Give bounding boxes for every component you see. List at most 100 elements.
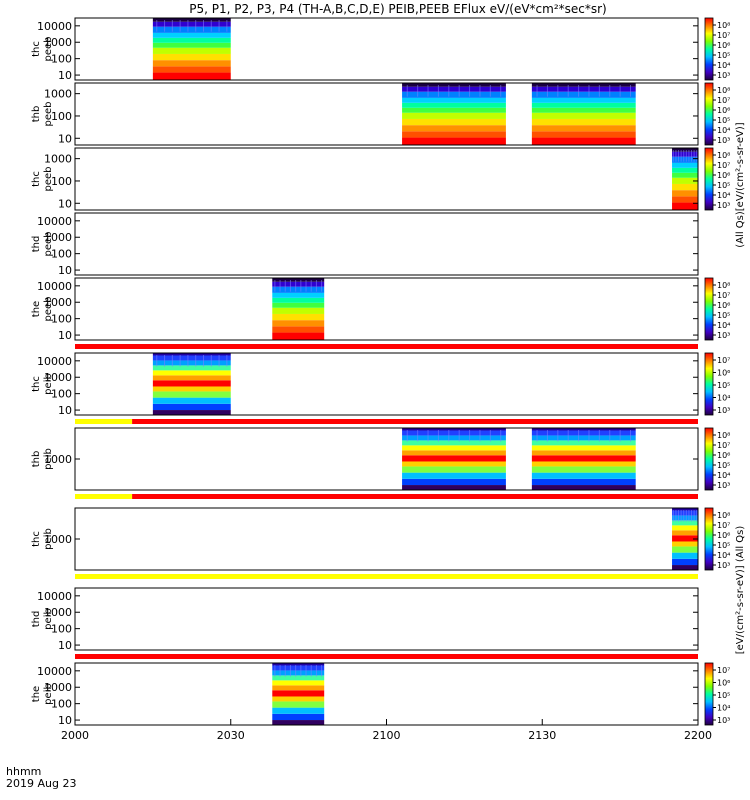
panel-frame: [74, 212, 699, 276]
spectrogram-band: [402, 466, 506, 473]
spectrogram-block: [152, 18, 231, 80]
spectrogram-band: [672, 172, 698, 178]
colorbar-tick-label: 10⁵: [717, 181, 730, 190]
colorbar-tick-label: 10⁴: [717, 704, 730, 713]
colorbar-tick-label: 10⁵: [717, 51, 730, 60]
spectrogram-band: [152, 397, 231, 404]
panel-frame: [74, 662, 699, 726]
y-tick-label: 1000: [44, 88, 72, 101]
colorbar: 10⁷ 10⁶ 10⁵ 10⁴ 10³: [704, 662, 730, 726]
spectrogram-band: [672, 510, 698, 516]
panel-probe-label: thc: [31, 531, 42, 547]
spectrogram-band: [672, 541, 698, 547]
spectrogram-band: [531, 107, 636, 113]
spectrogram-band: [672, 508, 698, 511]
colorbar-tick-label: 10⁶: [717, 679, 730, 688]
spectrogram-band: [272, 713, 325, 721]
spectrogram-band: [272, 326, 325, 333]
spectrogram-band: [272, 701, 325, 708]
panel-thd-peib: 10 100 1000 10000 thd peib: [31, 587, 699, 659]
spectrogram-band: [672, 156, 698, 163]
colorbar-gradient: [704, 277, 714, 341]
spectrogram-block: [152, 353, 231, 415]
colorbar-tick-label: 10⁶: [717, 301, 730, 310]
spectrogram-band: [672, 546, 698, 553]
y-tick-label: 100: [51, 388, 72, 401]
spectrogram-band: [272, 696, 325, 702]
spectrogram-band: [272, 332, 325, 340]
spectrogram-band: [672, 148, 698, 152]
colorbar-tick-label: 10⁷: [717, 666, 730, 675]
spectrogram-band: [531, 455, 636, 462]
spectrogram-band: [672, 190, 698, 197]
x-tick-label: 2130: [528, 729, 556, 742]
panel-probe-label: the: [31, 301, 42, 317]
time-axis: 2000 2030 2100 2130 2200: [61, 719, 712, 742]
y-tick-label: 10: [58, 404, 72, 417]
spectrogram-band: [152, 353, 231, 356]
spectrogram-band: [152, 42, 231, 48]
colorbar-tick-label: 10³: [717, 481, 730, 490]
spectrogram-band: [531, 102, 636, 108]
spectrogram-band: [672, 151, 698, 157]
spectrogram-band: [402, 131, 506, 138]
spectrogram-band: [672, 183, 698, 191]
colorbar-tick-label: 10⁴: [717, 126, 730, 135]
panel-probe-label: thb: [31, 451, 42, 468]
colorbar-tick-label: 10³: [717, 716, 730, 725]
colorbar-tick-label: 10⁶: [717, 171, 730, 180]
spectrogram-band: [272, 292, 325, 298]
spectrogram-band: [531, 450, 636, 456]
colorbar-tick-label: 10⁵: [717, 381, 730, 390]
panel-product-label: peib: [43, 683, 54, 705]
y-tick-label: 1000: [44, 153, 72, 166]
spectrogram-band: [152, 355, 231, 361]
y-tick-label: 10000: [37, 280, 72, 293]
colorbar-tick-label: 10⁸: [717, 86, 730, 95]
colorbar-tick-label: 10³: [717, 561, 730, 570]
colorbar-tick-label: 10³: [717, 331, 730, 340]
spectrogram-band: [402, 485, 506, 490]
mode-bar: [75, 574, 698, 579]
colorbar-tick-label: 10⁷: [717, 291, 730, 300]
y-tick-label: 10: [58, 639, 72, 652]
panel-frame: [74, 17, 699, 81]
spectrogram-band: [672, 177, 698, 184]
spectrogram-band: [402, 478, 506, 486]
panel-frame: [74, 277, 699, 341]
panel-thc-peib: 10 100 1000 10000 thc peib 10⁷ 10⁶ 10⁵ 10⁴ 10³: [31, 352, 730, 424]
spectrogram-block: [402, 428, 506, 490]
panel-product-label: peib: [43, 448, 54, 470]
mode-bar-yellow: [75, 419, 133, 424]
spectrogram-band: [152, 32, 231, 38]
spectrogram-band: [402, 445, 506, 451]
y-tick-label: 10000: [37, 215, 72, 228]
spectrogram-band: [402, 430, 506, 436]
colorbar-tick-label: 10⁷: [717, 96, 730, 105]
spectrogram-band: [531, 440, 636, 446]
colorbar-gradient: [704, 507, 714, 571]
spectrogram-band: [152, 410, 231, 415]
y-tick-label: 1000: [44, 606, 72, 619]
panel-product-label: peeb: [43, 232, 54, 257]
colorbar-gradient: [704, 352, 714, 416]
spectrogram-band: [152, 360, 231, 366]
spectrogram-band: [152, 60, 231, 67]
spectrogram-band: [272, 685, 325, 691]
spectrogram-block: [531, 83, 636, 145]
spectrogram-band: [531, 485, 636, 490]
spectrogram-band: [152, 72, 231, 80]
spectrogram-band: [531, 83, 636, 87]
spectrogram-band: [402, 107, 506, 113]
spectrogram-band: [672, 196, 698, 203]
spectrogram-band: [152, 26, 231, 33]
spectrogram-band: [672, 520, 698, 526]
mode-bar-red: [132, 494, 698, 499]
colorbar-tick-label: 10⁴: [717, 394, 730, 403]
